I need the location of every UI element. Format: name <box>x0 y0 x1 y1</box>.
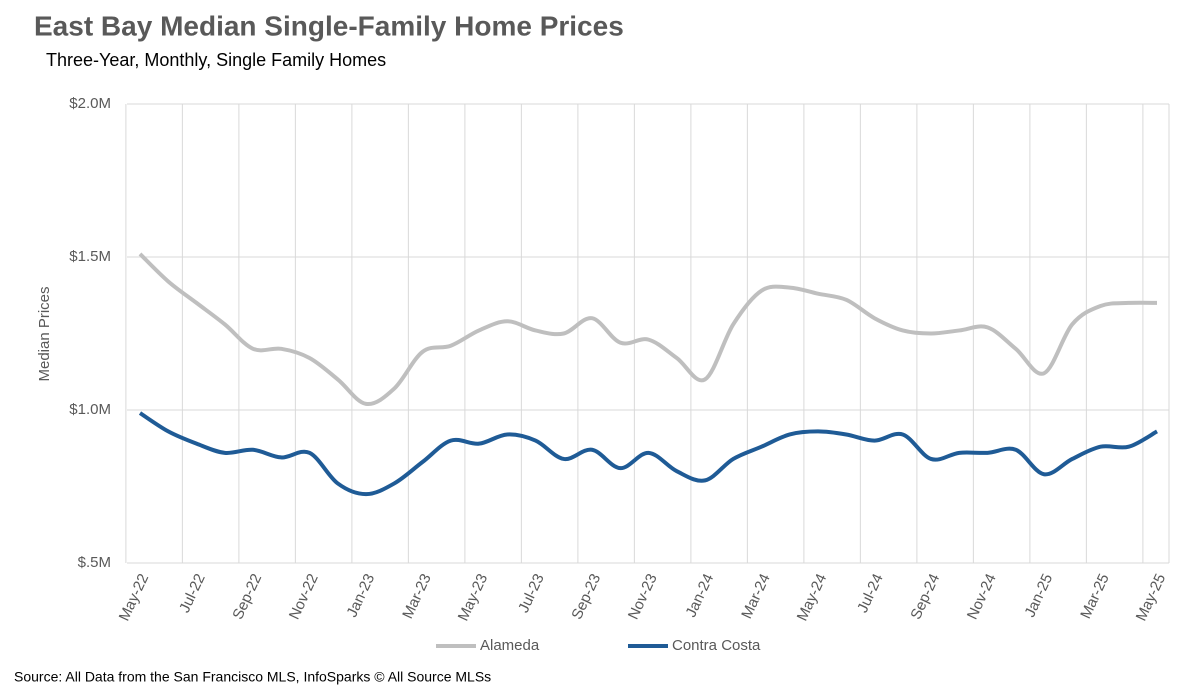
legend-label: Contra Costa <box>672 637 761 654</box>
source-note: Source: All Data from the San Francisco … <box>14 669 491 685</box>
x-tick-label: May-23 <box>455 571 492 624</box>
x-tick-label: May-25 <box>1133 571 1170 624</box>
y-tick-label: $2.0M <box>69 95 111 112</box>
x-tick-label: Jul-22 <box>176 571 209 615</box>
y-tick-label: $.5M <box>78 554 111 571</box>
x-tick-label: Sep-24 <box>907 571 943 622</box>
x-tick-label: Jul-23 <box>515 571 548 615</box>
line-series <box>138 252 1158 407</box>
y-axis-label: Median Prices <box>36 286 53 381</box>
x-tick-label: May-22 <box>116 571 153 624</box>
y-tick-label: $1.0M <box>69 401 111 418</box>
x-tick-label: Sep-22 <box>229 571 265 622</box>
x-tick-label: Jul-24 <box>854 571 887 615</box>
chart-subtitle: Three-Year, Monthly, Single Family Homes <box>46 50 386 70</box>
line-series <box>138 411 1159 497</box>
x-tick-label: May-24 <box>794 571 831 624</box>
x-tick-label: Nov-22 <box>286 571 322 622</box>
x-tick-label: Jan-23 <box>343 571 378 620</box>
x-tick-label: Mar-23 <box>399 571 434 621</box>
x-tick-label: Sep-23 <box>568 571 604 622</box>
y-tick-label: $1.5M <box>69 248 111 265</box>
x-tick-label: Mar-24 <box>738 571 773 621</box>
x-tick-label: Jan-25 <box>1021 571 1056 620</box>
legend-label: Alameda <box>480 637 540 654</box>
x-tick-label: Nov-23 <box>625 571 661 622</box>
x-tick-label: Nov-24 <box>964 571 1000 622</box>
x-tick-label: Mar-25 <box>1077 571 1112 621</box>
chart-title: East Bay Median Single-Family Home Price… <box>34 10 624 41</box>
x-tick-label: Jan-24 <box>682 571 717 620</box>
